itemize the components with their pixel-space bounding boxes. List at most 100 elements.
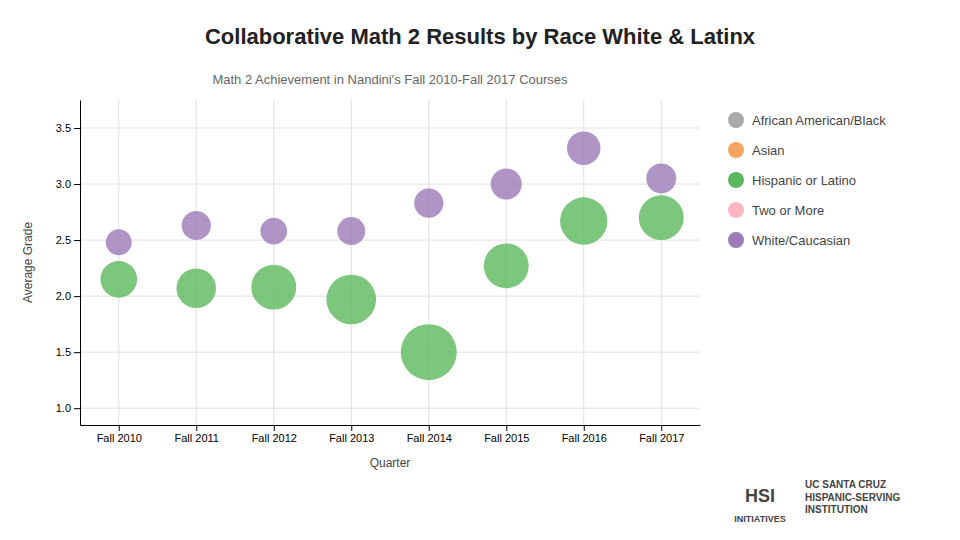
annotation-line: HSI (745, 486, 775, 506)
bubble (491, 169, 522, 200)
bubble (567, 131, 600, 164)
tick-mark (584, 425, 585, 431)
x-axis: Fall 2010 Fall 2011 Fall 2012 Fall 2013 Fall… (81, 425, 701, 444)
bubble (326, 275, 376, 325)
tick-label: Fall 2015 (484, 432, 529, 444)
annotation-line: INSTITUTION (805, 504, 868, 515)
grid-line-y (80, 408, 700, 409)
tick-mark (119, 425, 120, 431)
y-tick: 2.0 (56, 290, 80, 302)
legend-label: White/Caucasian (752, 233, 850, 248)
y-tick: 3.5 (56, 122, 80, 134)
bubble (100, 261, 137, 298)
bubble (639, 195, 684, 240)
tick-label: Fall 2010 (97, 432, 142, 444)
x-tick: Fall 2017 (639, 425, 684, 444)
tick-label: Fall 2016 (562, 432, 607, 444)
legend-swatch (728, 112, 744, 128)
legend-item: Asian (728, 142, 785, 158)
legend-label: Hispanic or Latino (752, 173, 856, 188)
legend-label: Asian (752, 143, 785, 158)
x-tick: Fall 2014 (407, 425, 452, 444)
axis-line (81, 425, 701, 426)
tick-label: 3.5 (56, 122, 71, 134)
bubble (401, 324, 457, 380)
bubble (414, 189, 443, 218)
annotation: UC SANTA CRUZ HISPANIC-SERVINGINSTITUTION (805, 479, 900, 515)
subtitle: Math 2 Achievement in Nandini's Fall 201… (212, 72, 568, 87)
marks (100, 131, 683, 380)
annotation-line: UC SANTA CRUZ (805, 479, 886, 490)
x-tick: Fall 2010 (97, 425, 142, 444)
grid-line-x (273, 100, 274, 425)
tick-mark (74, 352, 80, 353)
chart-svg: Collaborative Math 2 Results by Race Whi… (0, 0, 960, 540)
bubble (646, 163, 676, 193)
tick-mark (74, 184, 80, 185)
title: Collaborative Math 2 Results by Race Whi… (205, 24, 756, 49)
legend: African American/Black Asian Hispanic or L… (728, 112, 886, 248)
tick-label: Fall 2011 (175, 432, 219, 444)
tick-mark (74, 128, 80, 129)
tick-label: Fall 2014 (407, 432, 452, 444)
y-tick: 1.0 (56, 402, 80, 414)
bubble (182, 211, 211, 240)
grid-line-y (80, 240, 700, 241)
grid (80, 100, 700, 425)
grid-line-x (196, 100, 197, 425)
grid-line-y (80, 296, 700, 297)
grid-line-y (80, 352, 700, 353)
tick-mark (196, 425, 197, 431)
bubble (560, 197, 607, 244)
annotation-line: INITIATIVES (734, 514, 785, 524)
annotation-line: HISPANIC-SERVING (805, 492, 900, 503)
grid-line-y (80, 128, 700, 129)
x-tick: Fall 2013 (329, 425, 374, 444)
x-tick: Fall 2016 (562, 425, 607, 444)
tick-mark (506, 425, 507, 431)
tick-mark (661, 425, 662, 431)
x-tick: Fall 2015 (484, 425, 529, 444)
annotation: HSI (745, 486, 775, 506)
grid-line-x (661, 100, 662, 425)
series (100, 195, 683, 380)
bubble (484, 243, 529, 288)
x-tick: Fall 2011 (175, 425, 219, 444)
annotation: INITIATIVES (734, 514, 785, 524)
legend-item: African American/Black (728, 112, 886, 128)
tick-label: Fall 2017 (639, 432, 684, 444)
legend-swatch (728, 232, 744, 248)
tick-label: 1.5 (56, 346, 71, 358)
x-tick: Fall 2012 (252, 425, 297, 444)
grid-line-x (351, 100, 352, 425)
bubble (251, 265, 296, 310)
tick-mark (351, 425, 352, 431)
legend-swatch (728, 202, 744, 218)
series (106, 131, 676, 255)
tick-label: 3.0 (56, 178, 71, 190)
legend-item: White/Caucasian (728, 232, 850, 248)
legend-item: Two or More (728, 202, 824, 218)
legend-item: Hispanic or Latino (728, 172, 856, 188)
tick-label: 2.0 (56, 290, 71, 302)
tick-label: Fall 2013 (329, 432, 374, 444)
y-axis: 1.0 1.5 2.0 2.5 3.0 3.5 (56, 101, 81, 426)
tick-mark (74, 408, 80, 409)
tick-label: 2.5 (56, 234, 71, 246)
bubble (260, 218, 287, 245)
bubble (176, 268, 216, 308)
legend-label: Two or More (752, 203, 824, 218)
bubble (337, 217, 365, 245)
grid-line-y (80, 184, 700, 185)
tick-label: Fall 2012 (252, 432, 297, 444)
legend-swatch (728, 142, 744, 158)
axis-line (80, 101, 81, 426)
y-axis-label: Average Grade (21, 222, 35, 303)
tick-mark (274, 425, 275, 431)
y-tick: 1.5 (56, 346, 80, 358)
tick-label: 1.0 (56, 402, 71, 414)
y-tick: 3.0 (56, 178, 80, 190)
legend-swatch (728, 172, 744, 188)
tick-mark (429, 425, 430, 431)
tick-mark (74, 240, 80, 241)
